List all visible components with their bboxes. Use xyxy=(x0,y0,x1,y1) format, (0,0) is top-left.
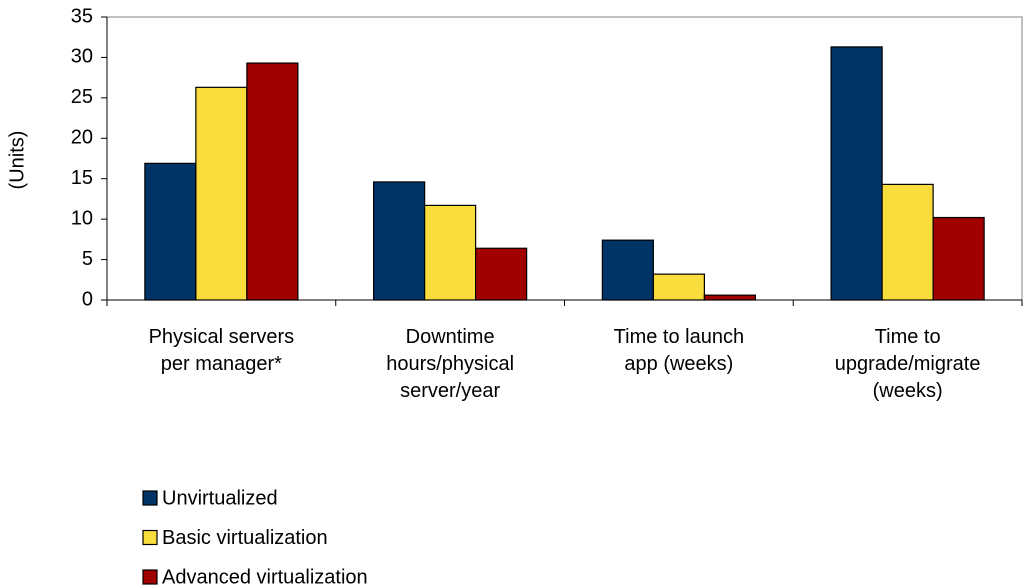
bar xyxy=(703,294,756,301)
y-tick-label: 0 xyxy=(82,288,93,310)
x-tick-label: Physical servers per manager* xyxy=(148,326,295,375)
legend-swatch xyxy=(142,569,158,585)
bar xyxy=(932,216,985,301)
bar xyxy=(195,86,248,301)
y-tick-label: 15 xyxy=(71,167,93,189)
y-axis-label: (Units) xyxy=(6,131,28,190)
y-tick-label: 10 xyxy=(71,207,93,229)
x-tick-label: Time to launch app (weeks) xyxy=(613,326,745,375)
bar xyxy=(830,46,883,301)
x-tick-label: Time to upgrade/migrate (weeks) xyxy=(834,326,981,402)
x-tick-label: Downtime hours/physical server/year xyxy=(386,326,515,402)
bar xyxy=(652,273,705,301)
bar xyxy=(246,62,299,301)
legend-swatch xyxy=(142,529,158,546)
legend-label: Unvirtualized xyxy=(162,487,278,509)
y-tick-label: 25 xyxy=(71,86,93,108)
y-tick-label: 35 xyxy=(71,5,93,27)
y-tick-label: 5 xyxy=(82,248,93,270)
bar xyxy=(475,247,528,301)
legend-label: Basic virtualization xyxy=(162,527,328,549)
bar xyxy=(144,162,197,301)
bar xyxy=(881,183,934,301)
bar xyxy=(601,239,654,301)
bar xyxy=(424,204,477,301)
y-tick-label: 20 xyxy=(71,127,93,149)
bar xyxy=(373,181,426,301)
y-tick-label: 30 xyxy=(71,46,93,68)
legend-label: Advanced virtualization xyxy=(162,566,368,588)
legend-swatch xyxy=(142,490,158,506)
